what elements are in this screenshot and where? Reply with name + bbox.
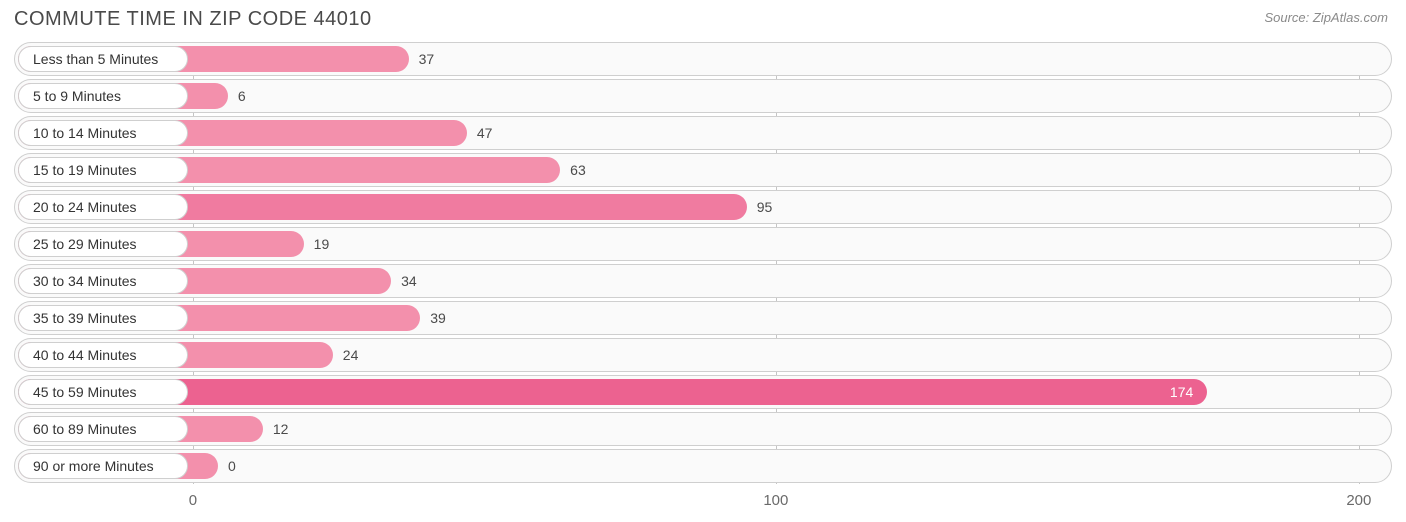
bar-row: 60 to 89 Minutes 12 (14, 412, 1392, 446)
category-label-pill: 10 to 14 Minutes (18, 120, 188, 146)
bar-value: 39 (420, 301, 446, 335)
commute-time-chart: COMMUTE TIME IN ZIP CODE 44010 Source: Z… (0, 0, 1406, 522)
category-label-pill: 35 to 39 Minutes (18, 305, 188, 331)
x-axis: 0 100 200 (14, 484, 1392, 522)
bar-row: Less than 5 Minutes 37 (14, 42, 1392, 76)
x-tick-label: 100 (763, 492, 788, 509)
bar-value: 24 (333, 338, 359, 372)
bar-row: 20 to 24 Minutes 95 (14, 190, 1392, 224)
bar-value: 12 (263, 412, 289, 446)
chart-source: Source: ZipAtlas.com (1264, 10, 1388, 25)
bar-value: 95 (747, 190, 773, 224)
category-label-pill: 40 to 44 Minutes (18, 342, 188, 368)
bar-value: 47 (467, 116, 493, 150)
category-label-pill: 25 to 29 Minutes (18, 231, 188, 257)
x-tick-label: 200 (1346, 492, 1371, 509)
plot-area: Less than 5 Minutes375 to 9 Minutes610 t… (14, 42, 1392, 484)
bar-value: 6 (228, 79, 246, 113)
bar-value: 37 (409, 42, 435, 76)
bar-value: 0 (218, 449, 236, 483)
category-label-pill: 60 to 89 Minutes (18, 416, 188, 442)
bar-row: 40 to 44 Minutes 24 (14, 338, 1392, 372)
bar-value: 174 (14, 375, 1207, 409)
category-label-pill: 30 to 34 Minutes (18, 268, 188, 294)
category-label-pill: 90 or more Minutes (18, 453, 188, 479)
bar-row: 25 to 29 Minutes 19 (14, 227, 1392, 261)
chart-title: COMMUTE TIME IN ZIP CODE 44010 (14, 8, 372, 31)
bar-value: 34 (391, 264, 417, 298)
bar-row: 5 to 9 Minutes 6 (14, 79, 1392, 113)
bar-value: 63 (560, 153, 586, 187)
bar-row: 15 to 19 Minutes 63 (14, 153, 1392, 187)
bar-row: 45 to 59 Minutes174 (14, 375, 1392, 409)
x-tick-label: 0 (189, 492, 197, 509)
bar-row: 90 or more Minutes 0 (14, 449, 1392, 483)
bar-row: 10 to 14 Minutes 47 (14, 116, 1392, 150)
bar-row: 35 to 39 Minutes 39 (14, 301, 1392, 335)
bar-row: 30 to 34 Minutes 34 (14, 264, 1392, 298)
category-label-pill: 5 to 9 Minutes (18, 83, 188, 109)
category-label-pill: Less than 5 Minutes (18, 46, 188, 72)
category-label-pill: 15 to 19 Minutes (18, 157, 188, 183)
bar-value: 19 (304, 227, 330, 261)
category-label-pill: 20 to 24 Minutes (18, 194, 188, 220)
